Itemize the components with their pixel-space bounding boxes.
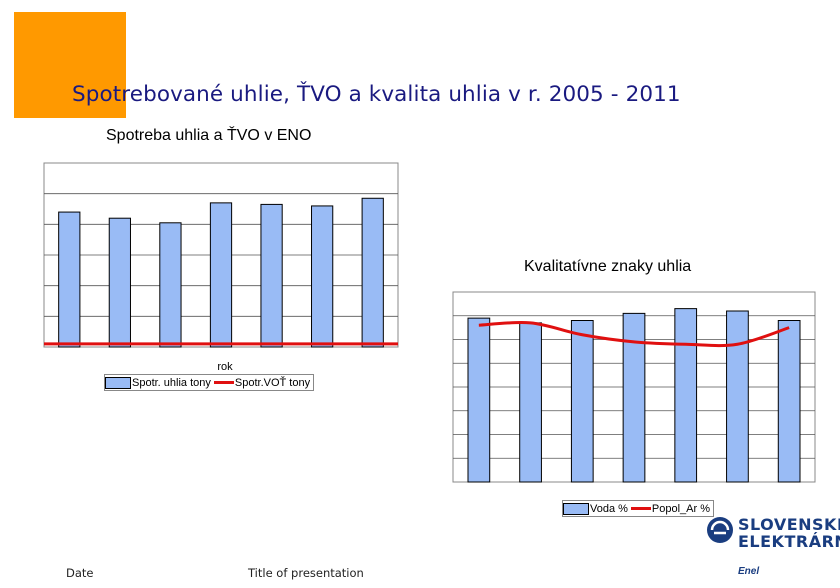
chart1-bar — [108, 217, 131, 348]
footer-date: Date — [66, 566, 94, 580]
legend-line-swatch — [630, 507, 651, 510]
chart2-bar — [726, 310, 749, 483]
chart1-bar — [58, 211, 81, 348]
chart1-bar — [311, 205, 334, 348]
legend-line-label: Spotr.VOŤ tony — [234, 376, 311, 389]
chart1-bar — [159, 222, 182, 348]
legend-line-swatch — [213, 381, 234, 384]
chart1-title: Spotreba uhlia a ŤVO v ENO — [106, 127, 312, 144]
legend-bar-label: Voda % — [590, 502, 628, 515]
legend-bar-label: Spotr. uhlia tony — [132, 376, 211, 389]
chart1-bar — [209, 202, 233, 348]
chart2-title: Kvalitatívne znaky uhlia — [524, 258, 692, 275]
chart1-bar — [260, 203, 283, 348]
logo-line2: ELEKTRÁRNE — [738, 532, 840, 551]
chart2-bar — [467, 317, 491, 483]
chart1-bar — [361, 197, 384, 348]
slovenske-elektrarne-logo-icon — [706, 516, 734, 544]
legend-bar-swatch — [105, 376, 131, 389]
chart2-bar — [622, 312, 646, 483]
page-title: Spotrebované uhlie, ŤVO a kvalita uhlia … — [72, 82, 681, 107]
chart2-bar — [519, 322, 542, 483]
chart2-bar — [674, 308, 698, 483]
chart1-xaxis-label: rok — [217, 361, 233, 373]
chart2-bar — [777, 320, 801, 483]
chart2-bar — [570, 320, 594, 483]
enel-brand: Enel — [738, 566, 760, 577]
chart1-legend: Spotr. uhlia tony Spotr.VOŤ tony — [104, 374, 315, 391]
footer-presentation-title: Title of presentation — [248, 566, 364, 580]
logo-line1: SLOVENSKÉ — [738, 515, 840, 534]
orange-accent-block — [14, 12, 126, 118]
chart2-line-series — [478, 321, 790, 348]
legend-bar-swatch — [563, 502, 589, 515]
legend-line-label: Popol_Ar % — [651, 502, 711, 515]
chart2-legend: Voda % Popol_Ar % — [562, 500, 715, 517]
logo-glyph-icon — [707, 517, 733, 543]
